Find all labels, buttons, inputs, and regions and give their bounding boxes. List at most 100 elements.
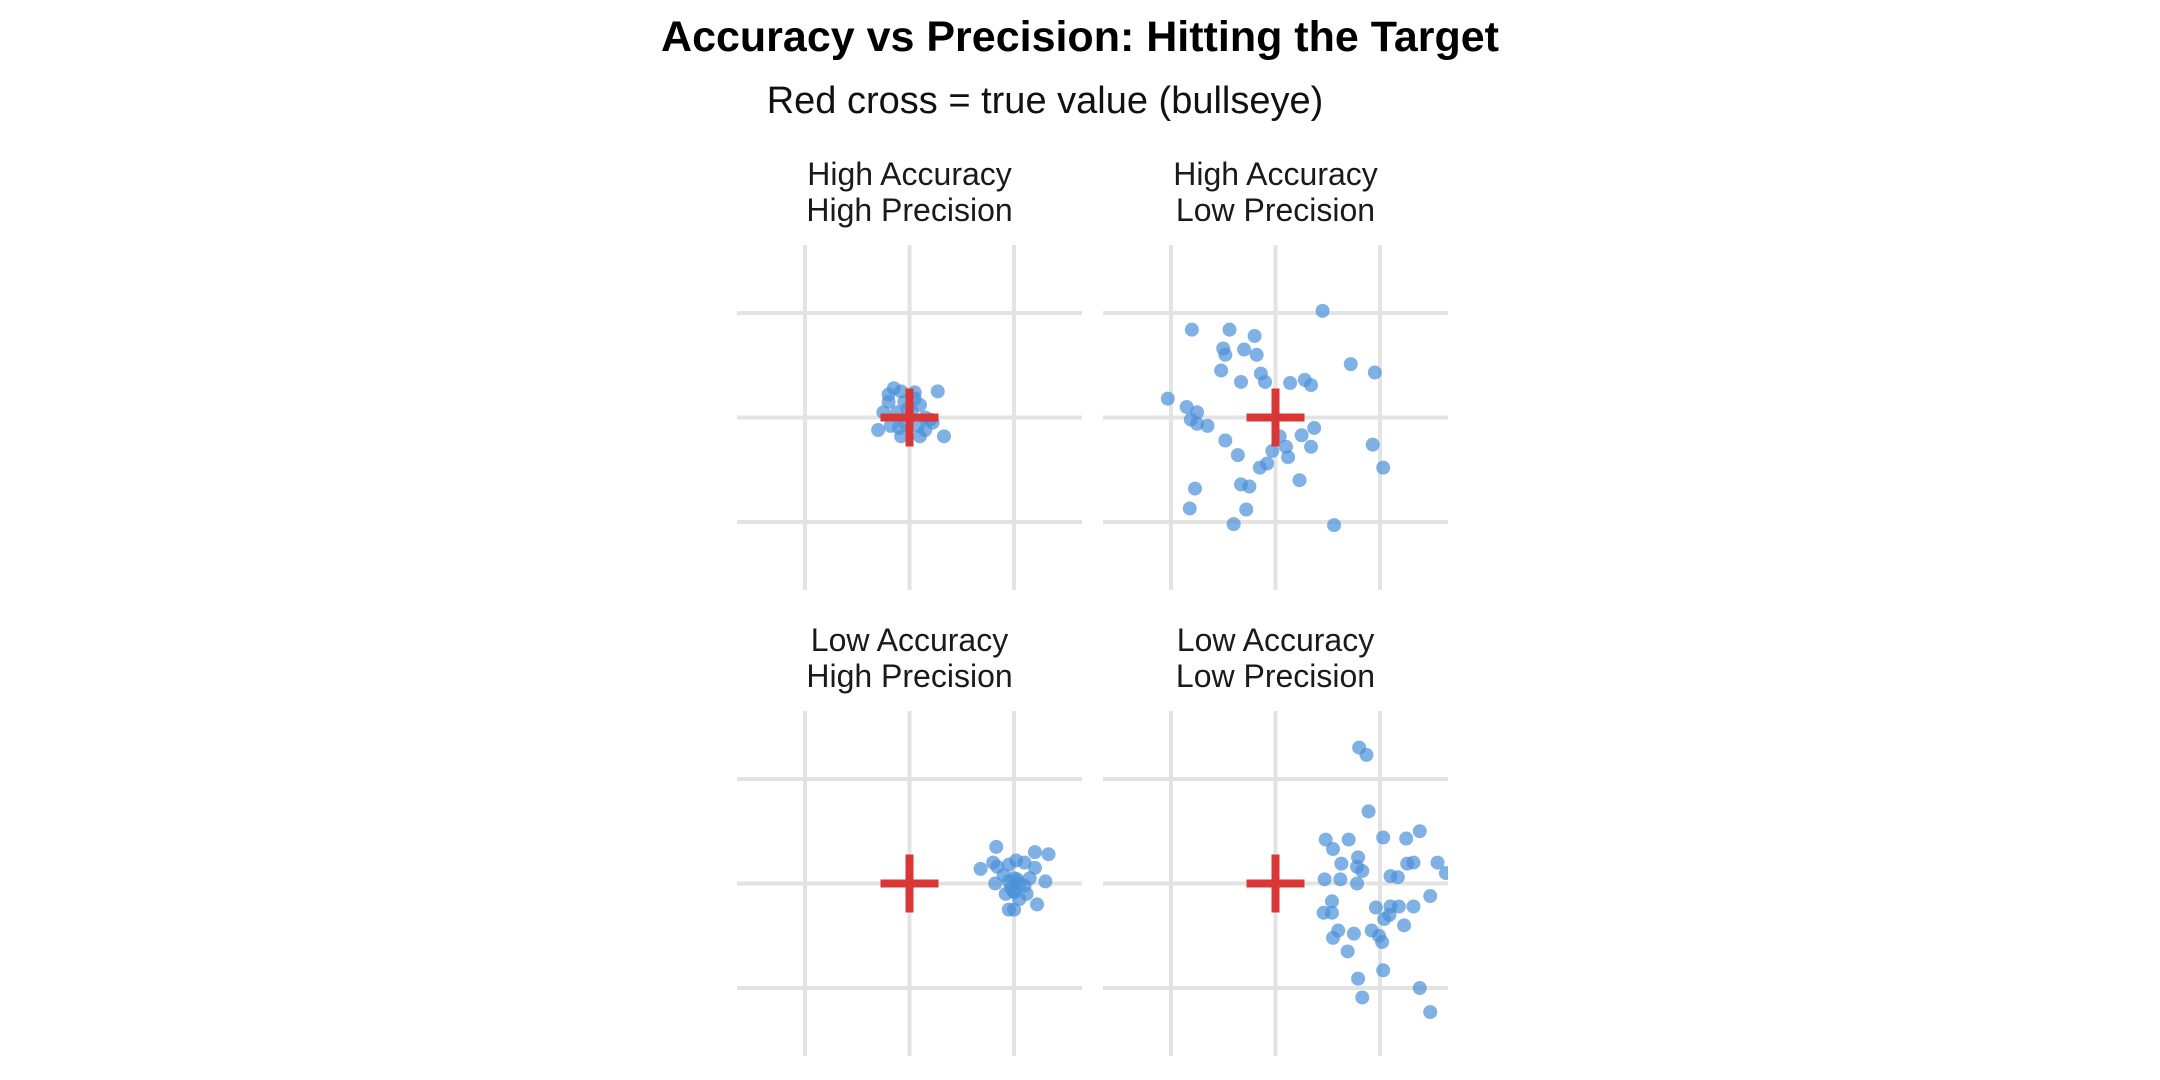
data-point [1423,889,1438,904]
data-point [1346,926,1361,941]
data-point [1391,899,1406,914]
data-point [1343,357,1358,372]
data-point [1406,855,1421,870]
data-point [892,420,907,435]
data-point [1383,869,1398,884]
data-point [1326,930,1340,945]
data-point [1179,400,1194,415]
panel-title-line: Low Precision [1176,192,1375,228]
data-point [1283,376,1298,390]
data-point [1218,347,1233,362]
data-point [1258,374,1273,389]
data-point [1376,460,1391,475]
panel-title-line: High Precision [806,192,1012,228]
data-point [1423,1005,1438,1020]
data-point [1377,912,1392,927]
point-group [1160,303,1391,533]
data-point [1350,876,1365,891]
true-value-cross [1246,388,1305,447]
point-group [1316,740,1448,1020]
data-point [1355,990,1370,1005]
panel-title-line: Low Accuracy [811,622,1008,658]
data-point [1307,420,1322,435]
data-point [871,423,886,438]
panel-title-line: High Accuracy [807,156,1012,192]
data-point [1351,971,1366,986]
data-point [1200,418,1215,433]
data-point [1340,944,1355,959]
data-point [1239,502,1254,517]
data-point [1304,378,1319,393]
data-point [1294,428,1309,443]
data-point [1324,894,1339,909]
data-point [1190,416,1205,431]
data-point [1368,900,1383,915]
data-point [1376,830,1391,845]
data-point [1333,872,1348,887]
data-point [1226,517,1241,532]
data-point [1317,872,1332,887]
data-point [1397,918,1412,933]
data-point [937,429,951,444]
point-group [973,839,1056,917]
data-point [1367,365,1382,380]
data-point [1041,847,1056,862]
data-point [988,876,1003,891]
data-point [1007,902,1022,917]
data-point [1017,855,1032,870]
data-point [1182,501,1197,516]
data-point [1234,374,1248,389]
data-point [1361,804,1376,819]
data-point [918,423,933,438]
chart-subtitle: Red cross = true value (bullseye) [767,80,1324,122]
data-point [1365,437,1380,452]
data-point [1375,935,1390,950]
data-point [1030,897,1045,912]
panel-title-line: High Precision [806,658,1012,694]
data-point [973,861,988,876]
data-point [1230,448,1245,463]
true-value-cross [880,388,939,447]
data-point [1281,450,1296,465]
true-value-cross [880,854,939,913]
data-point [989,839,1004,854]
data-point [1406,899,1421,914]
data-point [1019,886,1034,901]
data-point [1222,322,1237,337]
data-point [1260,456,1275,471]
data-point [1327,518,1342,533]
data-point [1438,866,1448,881]
data-point [1412,981,1427,996]
data-point [1022,871,1037,886]
true-value-cross [1246,854,1305,913]
data-point [881,387,896,402]
data-point [1315,303,1330,318]
data-point [1341,832,1356,847]
data-point [1359,747,1374,762]
panel-title-line: Low Precision [1176,658,1375,694]
data-point [1412,824,1427,839]
data-point [1278,439,1293,454]
data-point [1027,845,1042,860]
panel-title-line: Low Accuracy [1177,622,1374,658]
data-point [1318,832,1333,847]
data-point [1038,874,1053,889]
data-point [1237,342,1252,357]
chart-title: Accuracy vs Precision: Hitting the Targe… [661,13,1499,61]
data-point [1326,842,1340,856]
data-point [1184,322,1199,337]
data-point [1430,855,1445,870]
data-point [1249,347,1264,362]
data-point [1242,479,1257,494]
data-point [1218,433,1233,448]
data-point [1027,860,1042,875]
data-point [1355,863,1370,878]
data-point [1324,905,1339,920]
data-point [1265,443,1280,458]
